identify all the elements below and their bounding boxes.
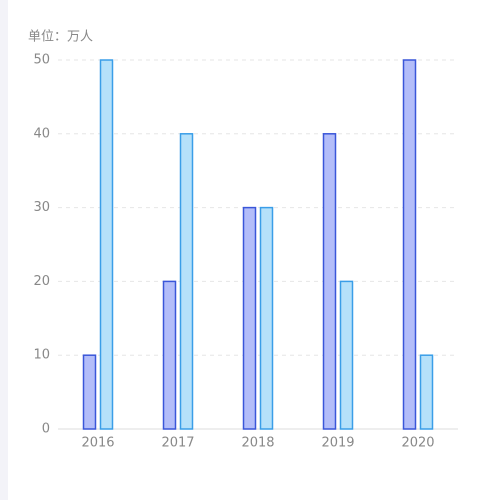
y-tick-label: 30 (33, 200, 50, 215)
bar (99, 59, 114, 430)
bar (82, 354, 97, 430)
x-tick-label: 2017 (161, 436, 194, 451)
bar (322, 133, 337, 430)
y-tick-label: 10 (33, 348, 50, 363)
y-axis-label: 单位：万人 (28, 30, 93, 45)
bar (242, 206, 257, 430)
bar (419, 354, 434, 430)
bar (179, 133, 194, 430)
x-tick-label: 2016 (81, 436, 114, 451)
side-strip (0, 0, 8, 500)
x-tick-label: 2020 (401, 436, 434, 451)
y-tick-label: 50 (33, 53, 50, 68)
y-tick-label: 0 (42, 422, 50, 437)
x-tick-label: 2018 (241, 436, 274, 451)
y-tick-label: 20 (33, 274, 50, 289)
bar (162, 280, 177, 430)
x-tick-label: 2019 (321, 436, 354, 451)
y-tick-label: 40 (33, 126, 50, 141)
bar (402, 59, 417, 430)
bar (259, 206, 274, 430)
bar (339, 280, 354, 430)
